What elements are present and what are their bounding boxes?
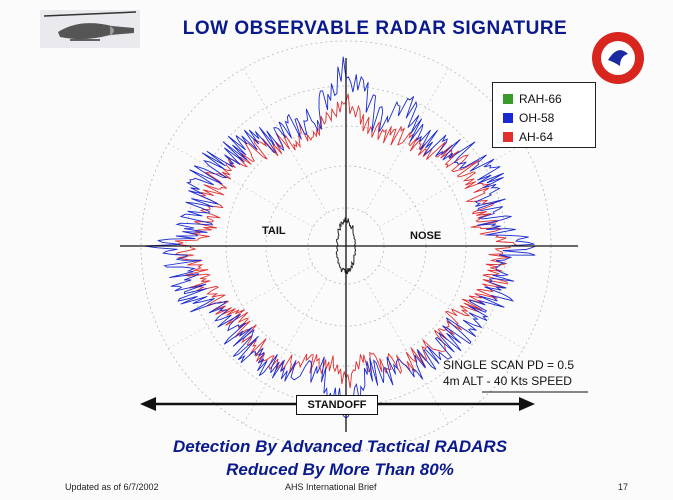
caption-line-2: Reduced By More Than 80%: [226, 460, 454, 479]
nose-label: NOSE: [410, 230, 442, 242]
legend-item-rah66: RAH-66: [503, 89, 595, 108]
footer-brief: AHS International Brief: [285, 482, 377, 492]
rah66-signature-trace: [335, 217, 357, 275]
scan-line-1: SINGLE SCAN PD = 0.5: [443, 358, 575, 372]
helicopter-icon: [40, 10, 140, 48]
legend-swatch: [503, 93, 513, 104]
legend-item-ah64: AH-64: [503, 127, 595, 146]
scan-parameters: SINGLE SCAN PD = 0.5 4m ALT - 40 Kts SPE…: [443, 357, 574, 389]
standoff-arrow-left-head: [140, 397, 156, 411]
grid-spoke: [364, 68, 449, 214]
standoff-arrow-right-head: [519, 397, 535, 411]
tail-label: TAIL: [262, 225, 286, 237]
scan-line-2: 4m ALT - 40 Kts SPEED: [443, 374, 572, 388]
legend-swatch: [503, 131, 513, 142]
legend-label: RAH-66: [519, 91, 562, 106]
footer-date: Updated as of 6/7/2002: [65, 482, 159, 492]
legend-item-oh58: OH-58: [503, 108, 595, 127]
oh58-signature-trace: [144, 56, 536, 419]
legend-label: OH-58: [519, 110, 555, 125]
page-number: 17: [618, 482, 629, 492]
caption-line-1: Detection By Advanced Tactical RADARS: [172, 437, 508, 456]
standoff-label: STANDOFF: [296, 395, 378, 415]
ahs-logo-icon: [592, 32, 644, 84]
legend-label: AH-64: [519, 129, 554, 144]
legend-swatch: [503, 112, 513, 123]
legend-box: RAH-66 OH-58 AH-64: [492, 82, 596, 148]
slide-title: LOW OBSERVABLE RADAR SIGNATURE: [182, 18, 568, 39]
ah64-signature-trace: [174, 93, 520, 389]
